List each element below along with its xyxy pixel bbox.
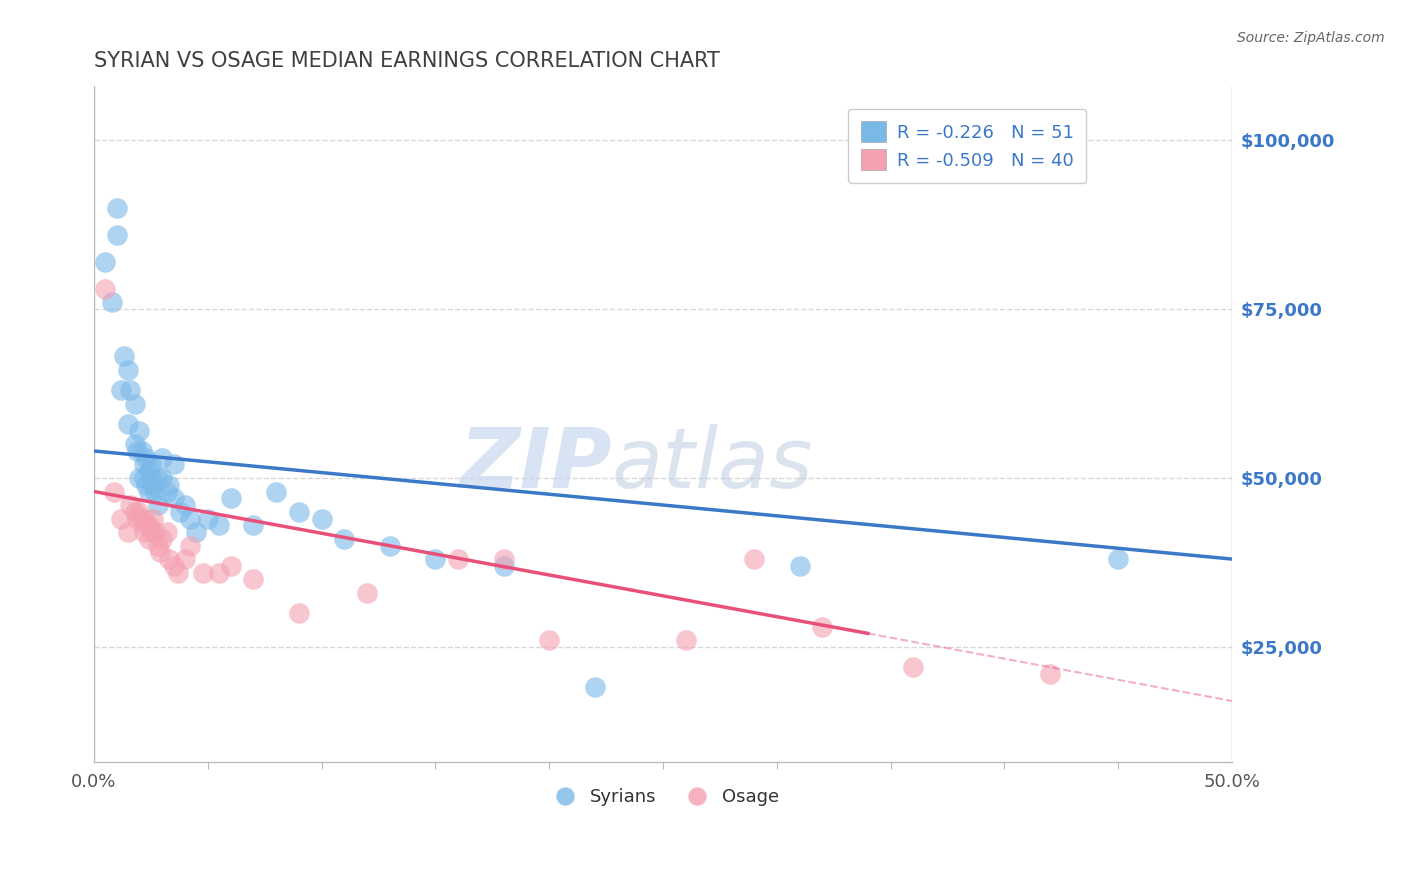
- Text: Source: ZipAtlas.com: Source: ZipAtlas.com: [1237, 31, 1385, 45]
- Point: [789, 558, 811, 573]
- Point: [142, 511, 165, 525]
- Point: [127, 511, 149, 525]
- Point: [675, 633, 697, 648]
- Point: [242, 572, 264, 586]
- Point: [288, 505, 311, 519]
- Point: [138, 464, 160, 478]
- Point: [333, 532, 356, 546]
- Point: [138, 518, 160, 533]
- Point: [105, 227, 128, 242]
- Point: [103, 484, 125, 499]
- Point: [157, 477, 180, 491]
- Point: [117, 524, 139, 539]
- Point: [162, 491, 184, 506]
- Point: [94, 254, 117, 268]
- Point: [447, 552, 470, 566]
- Point: [264, 484, 287, 499]
- Point: [288, 606, 311, 620]
- Point: [150, 471, 173, 485]
- Point: [146, 539, 169, 553]
- Point: [149, 545, 172, 559]
- Point: [193, 566, 215, 580]
- Point: [378, 539, 401, 553]
- Point: [110, 511, 132, 525]
- Point: [179, 539, 201, 553]
- Point: [425, 552, 447, 566]
- Text: SYRIAN VS OSAGE MEDIAN EARNINGS CORRELATION CHART: SYRIAN VS OSAGE MEDIAN EARNINGS CORRELAT…: [94, 51, 720, 70]
- Point: [162, 558, 184, 573]
- Point: [139, 471, 162, 485]
- Point: [811, 620, 834, 634]
- Point: [162, 458, 184, 472]
- Point: [132, 511, 155, 525]
- Point: [112, 350, 135, 364]
- Point: [142, 477, 165, 491]
- Text: atlas: atlas: [612, 424, 814, 505]
- Point: [492, 552, 515, 566]
- Point: [167, 566, 190, 580]
- Point: [146, 471, 169, 485]
- Point: [139, 458, 162, 472]
- Point: [139, 524, 162, 539]
- Point: [538, 633, 561, 648]
- Point: [157, 552, 180, 566]
- Point: [135, 518, 157, 533]
- Point: [138, 532, 160, 546]
- Point: [219, 558, 242, 573]
- Point: [208, 566, 231, 580]
- Legend: Syrians, Osage: Syrians, Osage: [540, 781, 786, 814]
- Point: [903, 660, 925, 674]
- Point: [135, 477, 157, 491]
- Point: [131, 511, 153, 525]
- Point: [208, 518, 231, 533]
- Point: [156, 524, 179, 539]
- Point: [94, 282, 117, 296]
- Point: [124, 437, 146, 451]
- Point: [101, 295, 124, 310]
- Point: [186, 524, 208, 539]
- Point: [120, 383, 142, 397]
- Point: [1107, 552, 1129, 566]
- Point: [1039, 667, 1062, 681]
- Point: [132, 471, 155, 485]
- Point: [131, 444, 153, 458]
- Point: [120, 498, 142, 512]
- Point: [127, 444, 149, 458]
- Point: [138, 484, 160, 499]
- Point: [742, 552, 765, 566]
- Point: [197, 511, 219, 525]
- Point: [117, 363, 139, 377]
- Point: [145, 524, 167, 539]
- Point: [174, 552, 197, 566]
- Point: [311, 511, 333, 525]
- Point: [135, 450, 157, 465]
- Point: [156, 484, 179, 499]
- Point: [219, 491, 242, 506]
- Point: [124, 505, 146, 519]
- Point: [150, 532, 173, 546]
- Point: [128, 424, 150, 438]
- Point: [132, 458, 155, 472]
- Point: [110, 383, 132, 397]
- Y-axis label: Median Earnings: Median Earnings: [0, 360, 7, 487]
- Point: [128, 505, 150, 519]
- Point: [146, 498, 169, 512]
- Point: [356, 586, 378, 600]
- Point: [492, 558, 515, 573]
- Point: [145, 484, 167, 499]
- Point: [132, 524, 155, 539]
- Point: [117, 417, 139, 431]
- Point: [150, 450, 173, 465]
- Point: [105, 201, 128, 215]
- Point: [179, 511, 201, 525]
- Text: ZIP: ZIP: [460, 424, 612, 505]
- Point: [174, 498, 197, 512]
- Point: [128, 471, 150, 485]
- Point: [169, 505, 191, 519]
- Point: [242, 518, 264, 533]
- Point: [124, 397, 146, 411]
- Point: [583, 681, 606, 695]
